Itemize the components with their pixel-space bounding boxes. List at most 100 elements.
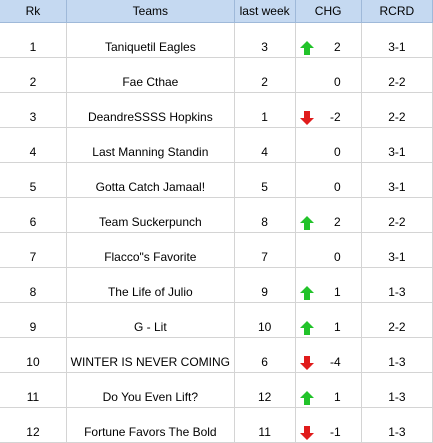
- change-cell[interactable]: -4: [295, 337, 362, 373]
- change-value: 1: [334, 320, 341, 334]
- record-cell[interactable]: 3-1: [361, 232, 433, 268]
- table-row: 3 DeandreSSSS Hopkins 1 -2 2-2: [0, 92, 433, 128]
- change-value: -1: [330, 425, 341, 439]
- rank-cell[interactable]: 1: [0, 22, 67, 58]
- change-cell[interactable]: -1: [295, 407, 362, 443]
- header-teams[interactable]: Teams: [66, 0, 235, 23]
- change-cell[interactable]: 0: [295, 232, 362, 268]
- change-value: 0: [334, 250, 341, 264]
- last-week-cell[interactable]: 4: [234, 127, 296, 163]
- change-value: 2: [334, 40, 341, 54]
- last-week-cell[interactable]: 9: [234, 267, 296, 303]
- arrow-down-icon: [299, 356, 314, 370]
- team-cell[interactable]: WINTER IS NEVER COMING: [66, 337, 235, 373]
- record-cell[interactable]: 1-3: [361, 337, 433, 373]
- change-cell[interactable]: 0: [295, 57, 362, 93]
- arrow-up-icon: [299, 321, 314, 335]
- header-rank[interactable]: Rk: [0, 0, 67, 23]
- header-last-week[interactable]: last week: [234, 0, 296, 23]
- change-value: 1: [334, 390, 341, 404]
- record-cell[interactable]: 3-1: [361, 162, 433, 198]
- record-cell[interactable]: 1-3: [361, 407, 433, 443]
- change-wrap: 0: [296, 128, 361, 162]
- last-week-cell[interactable]: 8: [234, 197, 296, 233]
- arrow-up-icon: [299, 41, 314, 55]
- rank-cell[interactable]: 12: [0, 407, 67, 443]
- table-row: 7 Flacco"s Favorite 7 0 3-1: [0, 232, 433, 268]
- change-cell[interactable]: 0: [295, 127, 362, 163]
- last-week-cell[interactable]: 1: [234, 92, 296, 128]
- change-cell[interactable]: -2: [295, 92, 362, 128]
- change-wrap: 0: [296, 233, 361, 267]
- arrow-up-icon: [299, 391, 314, 405]
- record-cell[interactable]: 1-3: [361, 372, 433, 408]
- team-cell[interactable]: Last Manning Standin: [66, 127, 235, 163]
- record-cell[interactable]: 2-2: [361, 57, 433, 93]
- team-cell[interactable]: Flacco"s Favorite: [66, 232, 235, 268]
- team-cell[interactable]: DeandreSSSS Hopkins: [66, 92, 235, 128]
- rank-cell[interactable]: 9: [0, 302, 67, 338]
- change-value: -2: [330, 110, 341, 124]
- change-wrap: -2: [296, 93, 361, 127]
- rank-cell[interactable]: 7: [0, 232, 67, 268]
- change-wrap: 1: [296, 373, 361, 407]
- team-cell[interactable]: G - Lit: [66, 302, 235, 338]
- team-cell[interactable]: Do You Even Lift?: [66, 372, 235, 408]
- arrow-up-icon: [299, 286, 314, 300]
- change-wrap: 1: [296, 268, 361, 302]
- team-cell[interactable]: The Life of Julio: [66, 267, 235, 303]
- header-record[interactable]: RCRD: [361, 0, 433, 23]
- header-change[interactable]: CHG: [295, 0, 362, 23]
- arrow-down-icon: [299, 111, 314, 125]
- change-cell[interactable]: 2: [295, 22, 362, 58]
- change-cell[interactable]: 1: [295, 372, 362, 408]
- team-cell[interactable]: Taniquetil Eagles: [66, 22, 235, 58]
- change-wrap: 0: [296, 163, 361, 197]
- team-cell[interactable]: Fortune Favors The Bold: [66, 407, 235, 443]
- rank-cell[interactable]: 6: [0, 197, 67, 233]
- change-cell[interactable]: 2: [295, 197, 362, 233]
- rank-cell[interactable]: 8: [0, 267, 67, 303]
- table-row: 8 The Life of Julio 9 1 1-3: [0, 267, 433, 303]
- record-cell[interactable]: 2-2: [361, 302, 433, 338]
- change-cell[interactable]: 1: [295, 267, 362, 303]
- last-week-cell[interactable]: 6: [234, 337, 296, 373]
- record-cell[interactable]: 3-1: [361, 22, 433, 58]
- table-row: 6 Team Suckerpunch 8 2 2-2: [0, 197, 433, 233]
- record-cell[interactable]: 2-2: [361, 197, 433, 233]
- change-cell[interactable]: 1: [295, 302, 362, 338]
- table-row: 11 Do You Even Lift? 12 1 1-3: [0, 372, 433, 408]
- last-week-cell[interactable]: 10: [234, 302, 296, 338]
- rank-cell[interactable]: 2: [0, 57, 67, 93]
- last-week-cell[interactable]: 12: [234, 372, 296, 408]
- team-cell[interactable]: Gotta Catch Jamaal!: [66, 162, 235, 198]
- last-week-cell[interactable]: 5: [234, 162, 296, 198]
- last-week-cell[interactable]: 7: [234, 232, 296, 268]
- record-cell[interactable]: 2-2: [361, 92, 433, 128]
- record-cell[interactable]: 1-3: [361, 267, 433, 303]
- rankings-body: 1 Taniquetil Eagles 3 2 3-1 2 Fae Cthae 2 0 2-2 3 D…: [0, 22, 433, 443]
- last-week-cell[interactable]: 2: [234, 57, 296, 93]
- change-value: 0: [334, 145, 341, 159]
- change-value: 0: [334, 75, 341, 89]
- record-cell[interactable]: 3-1: [361, 127, 433, 163]
- table-row: 12 Fortune Favors The Bold 11 -1 1-3: [0, 407, 433, 443]
- change-wrap: 0: [296, 58, 361, 92]
- rank-cell[interactable]: 10: [0, 337, 67, 373]
- change-value: 2: [334, 215, 341, 229]
- table-row: 4 Last Manning Standin 4 0 3-1: [0, 127, 433, 163]
- rank-cell[interactable]: 3: [0, 92, 67, 128]
- change-wrap: 1: [296, 303, 361, 337]
- change-value: 0: [334, 180, 341, 194]
- change-wrap: 2: [296, 198, 361, 232]
- team-cell[interactable]: Team Suckerpunch: [66, 197, 235, 233]
- team-cell[interactable]: Fae Cthae: [66, 57, 235, 93]
- change-cell[interactable]: 0: [295, 162, 362, 198]
- rank-cell[interactable]: 11: [0, 372, 67, 408]
- rank-cell[interactable]: 5: [0, 162, 67, 198]
- rank-cell[interactable]: 4: [0, 127, 67, 163]
- last-week-cell[interactable]: 3: [234, 22, 296, 58]
- last-week-cell[interactable]: 11: [234, 407, 296, 443]
